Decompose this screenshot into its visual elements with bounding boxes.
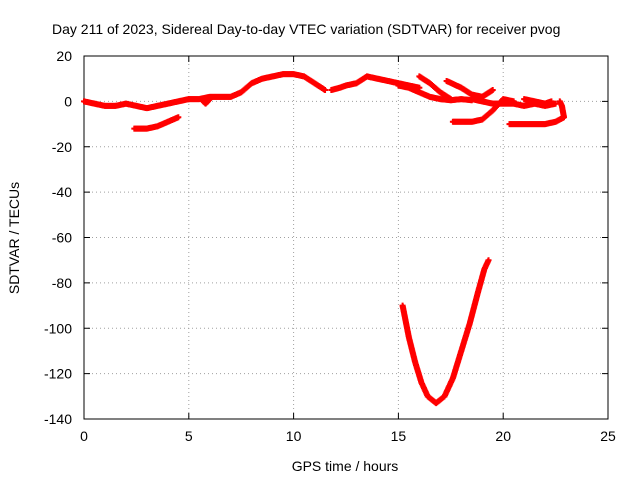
y-tick-label: 20 (56, 48, 72, 64)
x-tick-label: 25 (600, 428, 616, 444)
data-series-arc-7 (416, 73, 454, 103)
x-axis-label: GPS time / hours (292, 458, 399, 474)
data-series-arc-2 (131, 114, 182, 132)
data-series-arc-12 (521, 96, 555, 107)
x-tick-label: 15 (391, 428, 407, 444)
y-tick-label: 0 (64, 93, 72, 109)
data-point (556, 98, 563, 105)
data-series-arc-13 (399, 257, 492, 407)
y-tick-label: -20 (52, 139, 72, 155)
data-point (175, 114, 182, 121)
data-point (322, 87, 329, 94)
y-tick-label: -60 (52, 230, 72, 246)
x-tick-label: 10 (286, 428, 302, 444)
x-tick-label: 5 (185, 428, 193, 444)
data-point (548, 98, 555, 105)
data-markers (81, 71, 567, 407)
x-tick-label: 20 (495, 428, 511, 444)
x-tick-labels: 0 5 10 15 20 25 (80, 428, 616, 444)
y-tick-label: -140 (44, 411, 72, 427)
chart-title: Day 211 of 2023, Sidereal Day-to-day VTE… (52, 21, 560, 37)
x-tick-label: 0 (80, 428, 88, 444)
data-point (206, 96, 213, 103)
grid-lines (84, 56, 608, 419)
y-tick-label: -120 (44, 366, 72, 382)
data-series-arc-1 (81, 96, 192, 112)
data-series-arc-11 (506, 98, 567, 128)
axis-ticks (83, 55, 609, 420)
data-point (552, 100, 559, 107)
y-tick-label: -80 (52, 275, 72, 291)
data-series-arc-4 (198, 96, 213, 107)
y-axis-label: SDTVAR / TECUs (6, 182, 22, 294)
data-point (485, 257, 492, 264)
y-tick-label: -40 (52, 184, 72, 200)
data-point (489, 87, 496, 94)
y-tick-labels: 20 0 -20 -40 -60 -80 -100 -120 -140 (44, 48, 72, 427)
data-point (447, 96, 454, 103)
y-tick-label: -100 (44, 320, 72, 336)
